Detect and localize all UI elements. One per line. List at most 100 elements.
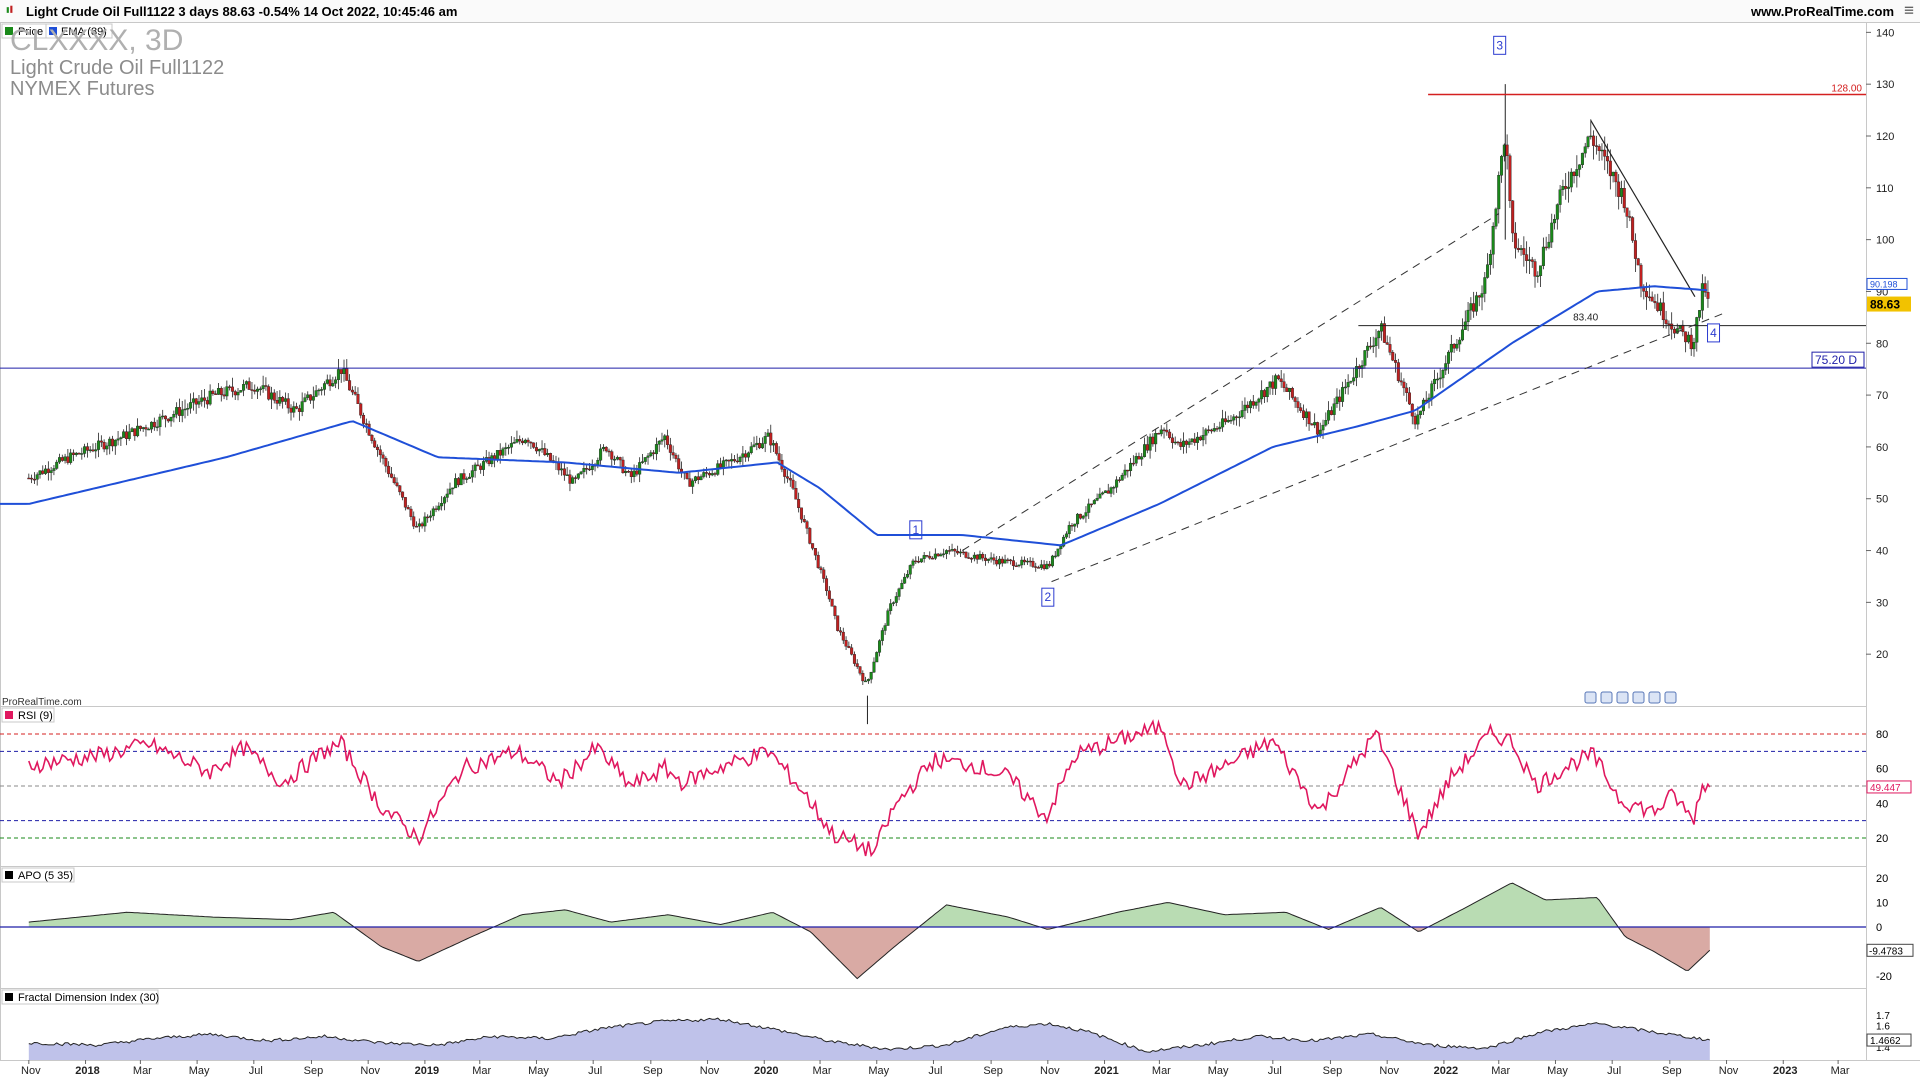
candle-body — [1045, 563, 1049, 570]
candle-body — [797, 498, 801, 509]
candle-body — [557, 462, 561, 471]
candle-body — [956, 550, 960, 554]
candle-body — [1525, 254, 1529, 261]
fdi-tick-label: 1.4 — [1876, 1043, 1890, 1054]
candle-body — [1056, 548, 1060, 557]
candle-body — [1151, 436, 1155, 445]
scroll-right-icon — [1648, 691, 1661, 704]
candle-body — [864, 680, 868, 683]
candle-body — [1173, 441, 1177, 444]
candle-body — [1318, 429, 1322, 435]
site-link[interactable]: www.ProRealTime.com — [1750, 4, 1894, 19]
candle-body — [1223, 418, 1227, 423]
candle-body — [473, 464, 477, 471]
candle-body — [66, 456, 70, 463]
candle-body — [693, 476, 697, 481]
candle-body — [1098, 493, 1102, 499]
candle-body — [649, 452, 653, 457]
candle-body — [434, 508, 438, 510]
apo-tick-label: 0 — [1876, 922, 1882, 934]
time-tick-label: Jul — [1268, 1065, 1282, 1077]
time-tick-label: Sep — [643, 1065, 663, 1077]
candle-body — [395, 482, 399, 486]
fdi-tick-label: 1.6 — [1876, 1022, 1890, 1033]
candle-body — [141, 427, 145, 429]
candle-body — [1335, 396, 1339, 404]
candle-body — [172, 414, 176, 418]
candle-body — [1243, 404, 1247, 411]
time-tick-label: Mar — [1831, 1065, 1850, 1077]
candle-body — [320, 389, 324, 391]
candle-body — [1343, 386, 1347, 389]
fdi-legend-box[interactable] — [1, 989, 159, 1005]
candle-body — [727, 459, 731, 462]
candle-body — [719, 463, 723, 468]
candle-body — [205, 400, 209, 405]
candle-body — [1006, 559, 1010, 561]
candle-body — [1555, 204, 1559, 220]
candle-body — [1377, 330, 1381, 339]
candle-body — [652, 452, 656, 455]
candle-body — [674, 454, 678, 459]
apo-legend-box[interactable] — [1, 867, 75, 883]
candle-body — [303, 397, 307, 402]
candle-body — [866, 679, 870, 682]
candle-body — [1380, 323, 1384, 332]
candle-body — [1539, 265, 1543, 276]
candle-body — [94, 449, 98, 452]
candle-body — [46, 468, 50, 473]
candle-body — [1349, 380, 1353, 383]
candle-body — [258, 388, 262, 391]
candle-body — [1430, 383, 1434, 399]
candle-body — [830, 598, 834, 607]
price-tick-label: 80 — [1876, 338, 1888, 350]
candle-body — [967, 557, 971, 559]
price-tick-label: 50 — [1876, 494, 1888, 506]
candle-body — [1561, 186, 1565, 190]
candle-body — [211, 390, 215, 394]
candle-body — [1196, 436, 1200, 443]
candle-body — [1053, 555, 1057, 558]
candle-body — [339, 369, 343, 374]
candle-body — [1483, 277, 1487, 294]
downtrend-line — [1590, 120, 1696, 297]
candle-body — [1324, 420, 1328, 426]
candle-body — [1076, 513, 1080, 525]
candle-body — [1249, 401, 1253, 409]
candle-body — [325, 379, 329, 384]
candle-body — [1684, 331, 1688, 343]
candle-body — [286, 398, 290, 409]
candle-body — [1048, 563, 1052, 567]
rsi-pane: 20 40 60 80 49.447 — [0, 719, 1912, 858]
candle-body — [1154, 433, 1158, 445]
candle-body — [136, 425, 140, 437]
candle-body — [1511, 200, 1515, 234]
candle-body — [1583, 146, 1587, 154]
candle-body — [1299, 407, 1303, 411]
fdi-legend-icon — [5, 993, 13, 1001]
candle-body — [1020, 559, 1024, 566]
candle-body — [77, 452, 81, 455]
candle-body — [1686, 334, 1690, 343]
exchange-name: NYMEX Futures — [10, 78, 154, 100]
rsi-legend-box[interactable] — [1, 707, 55, 723]
candle-body — [295, 406, 299, 409]
scroll-left-icon — [1632, 691, 1645, 704]
candle-body — [55, 461, 59, 469]
window-menu-icon[interactable] — [1904, 5, 1914, 15]
candle-body — [981, 554, 985, 559]
legend-ema-box[interactable] — [45, 23, 113, 39]
candle-body — [548, 453, 552, 461]
chart-type-icon[interactable] — [6, 5, 16, 15]
candle-body — [992, 557, 996, 561]
candle-body — [1366, 345, 1370, 351]
candle-body — [953, 549, 957, 552]
candle-body — [49, 470, 53, 473]
candle-body — [1672, 329, 1676, 334]
candle-body — [763, 436, 767, 444]
candle-body — [911, 560, 915, 566]
rsi-legend-icon — [5, 711, 13, 719]
candle-body — [1603, 149, 1607, 157]
candle-body — [269, 392, 273, 400]
candle-body — [1003, 559, 1007, 564]
